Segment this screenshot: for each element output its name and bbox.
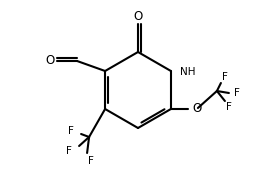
Text: F: F (66, 146, 72, 156)
Text: F: F (226, 102, 232, 112)
Text: F: F (88, 156, 94, 166)
Text: O: O (192, 103, 201, 116)
Text: O: O (46, 54, 55, 67)
Text: F: F (222, 72, 228, 82)
Text: NH: NH (180, 67, 195, 77)
Text: F: F (68, 126, 74, 136)
Text: F: F (234, 88, 240, 98)
Text: O: O (133, 11, 143, 23)
